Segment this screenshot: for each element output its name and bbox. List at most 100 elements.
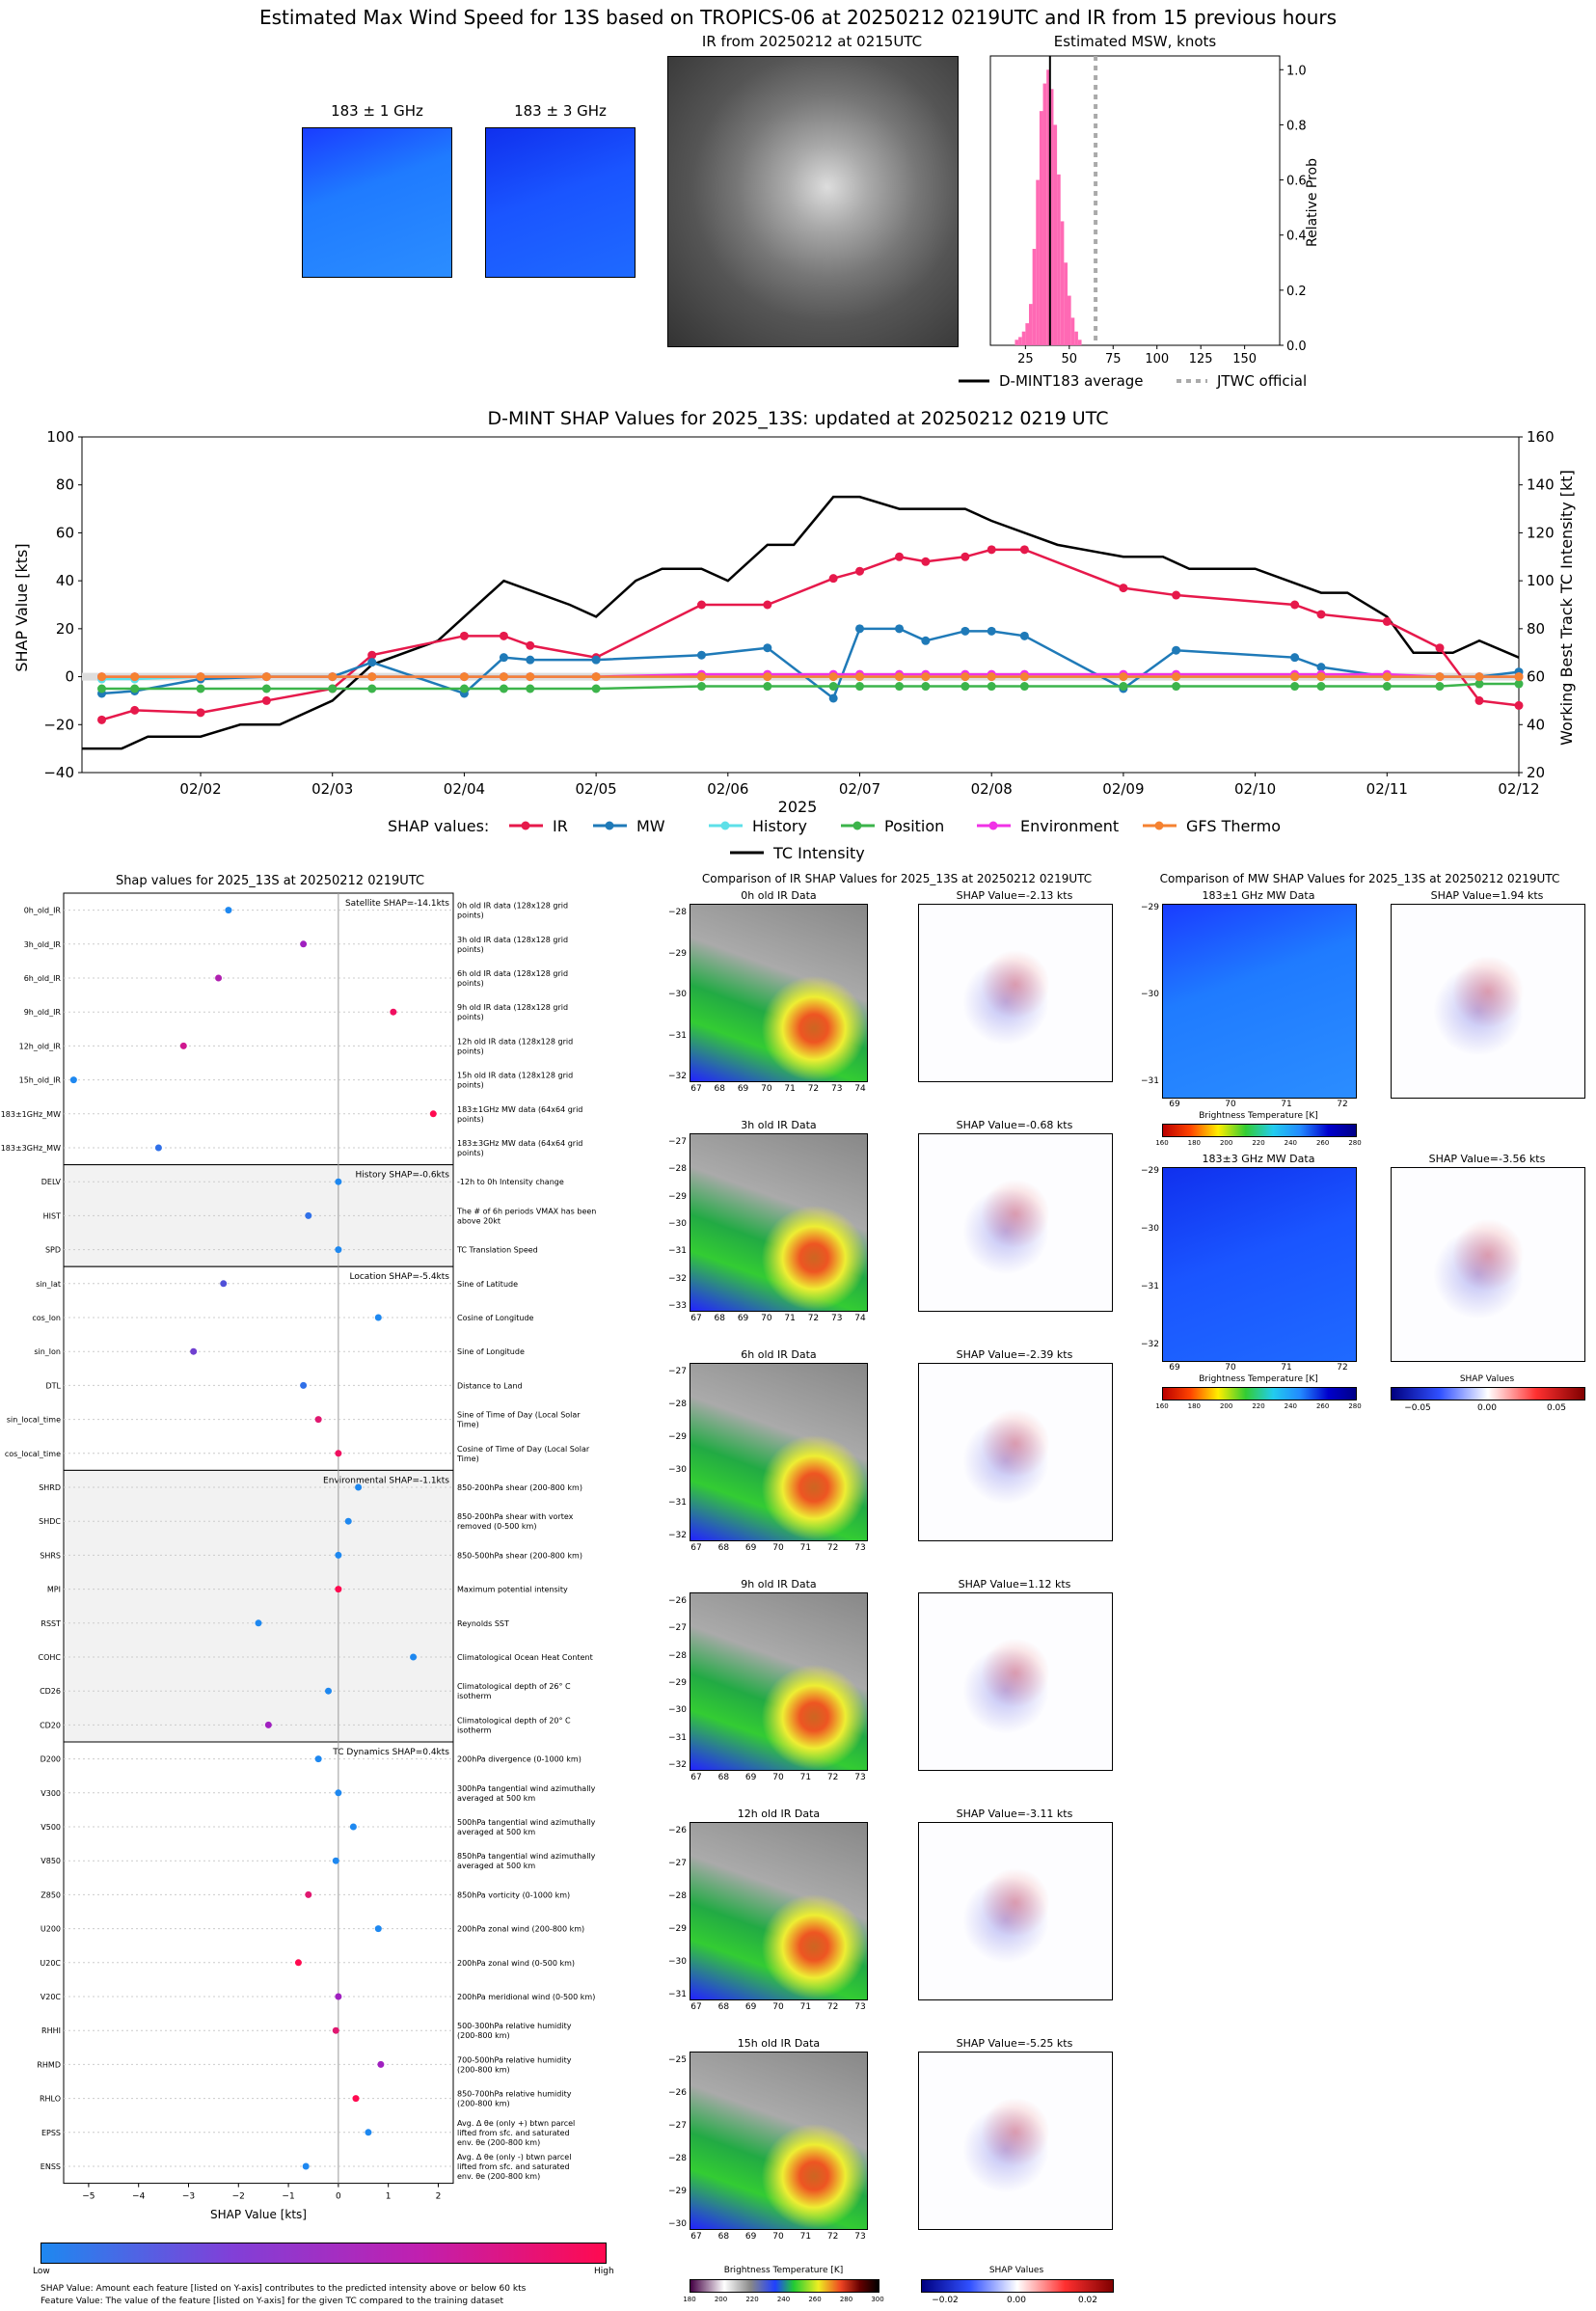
bee-feature-name: 6h_old_IR — [24, 974, 62, 983]
series-point — [499, 672, 508, 682]
series-point — [97, 684, 107, 693]
series-point — [1514, 679, 1524, 689]
hist-bar — [1025, 323, 1029, 345]
series-point — [1316, 682, 1326, 692]
ir-panel-xtick: 69 — [744, 1773, 757, 1782]
ts-legend-marker — [1154, 821, 1164, 830]
hist-bar — [1060, 221, 1065, 345]
bee-feature-name: RHMD — [37, 2060, 61, 2069]
hist-ytick-label: 0.2 — [1286, 285, 1307, 299]
bee-feature-desc: 200hPa zonal wind (0-500 km) — [457, 1959, 575, 1968]
ts-xtick-label: 02/03 — [311, 780, 353, 798]
series-point — [987, 672, 996, 682]
ir-compare-title: Comparison of IR SHAP Values for 2025_13… — [701, 872, 1093, 885]
ts-ltick-label: 20 — [56, 620, 74, 638]
hist-bar — [1029, 304, 1033, 345]
ir-panel-title: 9h old IR Data — [741, 1578, 817, 1591]
ts-xtick-label: 02/04 — [444, 780, 485, 798]
bee-colorbar — [41, 2243, 607, 2264]
bee-feature-desc: 850-200hPa shear with vortex — [457, 1512, 574, 1521]
bee-feature-name: V300 — [41, 1789, 61, 1798]
ir-panel-xtick: 72 — [826, 1773, 839, 1782]
ts-legend-title: SHAP values: — [388, 817, 489, 835]
bee-feature-name: HIST — [43, 1211, 61, 1220]
ir-panel-xtick: 72 — [826, 1543, 839, 1553]
series-point — [1382, 672, 1392, 682]
ir-bt-cbar-tick: 280 — [839, 2296, 853, 2303]
mw-shap-title: SHAP Value=1.94 kts — [1430, 889, 1544, 902]
bee-feature-desc: 850-200hPa shear (200-800 km) — [457, 1483, 582, 1492]
ir-panel-xtick: 71 — [784, 1084, 796, 1094]
ts-rtick-label: 40 — [1527, 716, 1545, 733]
bee-feature-name: SHRS — [40, 1551, 61, 1560]
ir-panel-title: 3h old IR Data — [741, 1119, 817, 1131]
ir-panel-xtick: 71 — [784, 1314, 796, 1323]
ir-panel-xtick: 69 — [744, 1543, 757, 1553]
ts-rtick-label: 120 — [1527, 524, 1555, 541]
series-point — [960, 626, 970, 636]
bee-feature-desc: 850-500hPa shear (200-800 km) — [457, 1551, 582, 1560]
bee-xtick-label: 1 — [386, 2192, 392, 2202]
bee-feature-desc: env. θe (200-800 km) — [457, 2138, 540, 2147]
series-point — [855, 672, 865, 682]
ir-panel-xtick: 71 — [799, 2232, 812, 2242]
ts-ltick-label: 80 — [56, 476, 74, 494]
bee-point — [355, 1483, 363, 1491]
ts-xtick-label: 02/07 — [839, 780, 880, 798]
mw-bt-cbar-tick: 240 — [1284, 1139, 1298, 1147]
ir-panel-ytick: −30 — [668, 1219, 687, 1229]
bee-feature-desc: Cosine of Time of Day (Local Solar — [457, 1445, 590, 1454]
bee-feature-desc: 850hPa vorticity (0-1000 km) — [457, 1890, 570, 1899]
bee-group-label: History SHAP=-0.6kts — [356, 1171, 450, 1181]
bee-feature-desc: Climatological Ocean Heat Content — [457, 1653, 593, 1662]
series-point — [696, 672, 706, 682]
bee-feature-name: ENSS — [41, 2162, 61, 2171]
ts-xtick-label: 02/11 — [1366, 780, 1408, 798]
hist-bar — [1018, 337, 1022, 345]
ir-panel-ytick: −27 — [668, 1859, 687, 1868]
bee-group-panel — [63, 1469, 454, 1743]
bee-xtick-label: −3 — [182, 2192, 195, 2202]
ir-panel-xtick: 67 — [690, 2232, 702, 2242]
bee-feature-desc: averaged at 500 km — [457, 1862, 535, 1870]
ir-bt-cbar-tick: 300 — [871, 2296, 884, 2303]
ir-panel-xtick: 69 — [737, 1084, 749, 1094]
mw-bt-cbar-label: Brightness Temperature [K] — [1199, 1374, 1318, 1384]
mw-bt-cbar-tick: 260 — [1315, 1402, 1330, 1410]
ir-shap-title: SHAP Value=-0.68 kts — [956, 1119, 1073, 1131]
series-point — [696, 682, 706, 692]
series-point — [987, 682, 996, 692]
series-point — [1382, 616, 1392, 626]
series-point — [591, 672, 601, 682]
mw-panel-title: 183±3 GHz MW Data — [1202, 1153, 1315, 1165]
bee-point — [349, 1823, 357, 1831]
bee-feature-name: cos_lon — [32, 1314, 61, 1322]
hist-bar — [1021, 331, 1026, 345]
main-title: Estimated Max Wind Speed for 13S based o… — [258, 6, 1338, 29]
bee-point — [302, 2162, 310, 2170]
series-line-position — [101, 682, 1519, 691]
bee-point — [335, 1246, 342, 1254]
bee-feature-desc: 0h old IR data (128x128 grid — [457, 902, 568, 911]
ir-panel-xtick: 70 — [761, 1314, 772, 1323]
ts-legend-marker — [605, 821, 614, 830]
series-point — [526, 655, 535, 665]
bee-feature-desc: averaged at 500 km — [457, 1794, 535, 1803]
series-point — [1435, 682, 1445, 692]
series-point — [1316, 610, 1326, 619]
series-point — [130, 705, 140, 715]
bee-feature-desc: points) — [457, 1047, 484, 1055]
ts-xtick-label: 02/06 — [707, 780, 748, 798]
ir-panel-xtick: 70 — [772, 1543, 784, 1553]
bee-point — [190, 1347, 198, 1355]
hist-bar — [1049, 89, 1054, 346]
bee-cbar-high: High — [594, 2267, 614, 2276]
ir-image — [667, 56, 959, 347]
ir-panel-ytick: −26 — [668, 2088, 687, 2098]
bee-feature-desc: Climatological depth of 20° C — [457, 1716, 571, 1725]
ir-panel-xtick: 68 — [717, 1543, 730, 1553]
series-point — [1119, 682, 1128, 692]
bee-feature-name: RHHI — [41, 2026, 61, 2035]
bee-feature-desc: points) — [457, 1115, 484, 1124]
bee-feature-name: RHLO — [40, 2095, 61, 2104]
